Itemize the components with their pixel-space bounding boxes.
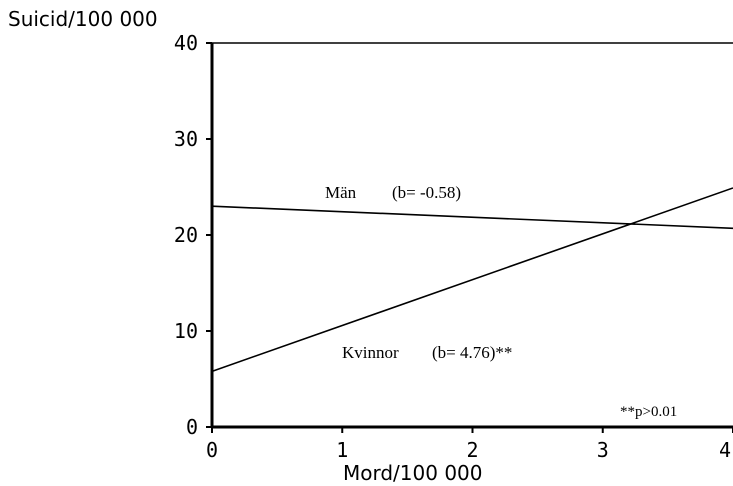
- series-label-man: Män (b= -0.58): [325, 183, 461, 202]
- x-tick-label: 4: [719, 438, 731, 462]
- significance-note: **p>0.01: [620, 404, 677, 420]
- y-tick-label: 40: [174, 31, 198, 55]
- series-line-man: [211, 205, 733, 230]
- x-tick-label: 1: [336, 438, 348, 462]
- y-axis-title: Suicid/100 000: [8, 7, 158, 31]
- x-axis-ticks: 0 1 2 3 4: [206, 427, 733, 462]
- series-slope-kvinnor: (b= 4.76)**: [432, 343, 512, 362]
- y-tick-label: 20: [174, 223, 198, 247]
- series-slope-man: (b= -0.58): [392, 183, 461, 202]
- series-name-kvinnor: Kvinnor: [342, 343, 399, 362]
- x-tick-label: 0: [206, 438, 218, 462]
- x-axis-title: Mord/100 000: [343, 461, 483, 485]
- regression-lines: [211, 187, 733, 373]
- series-line-kvinnor: [211, 187, 733, 373]
- y-tick-label: 30: [174, 127, 198, 151]
- series-label-kvinnor: Kvinnor (b= 4.76)**: [342, 343, 512, 362]
- plot-axes: [210, 42, 733, 429]
- x-tick-label: 3: [597, 438, 609, 462]
- y-axis-ticks: 0 10 20 30 40: [174, 31, 212, 439]
- x-tick-label: 2: [466, 438, 478, 462]
- y-tick-label: 10: [174, 319, 198, 343]
- series-name-man: Män: [325, 183, 357, 202]
- y-tick-label: 0: [186, 415, 198, 439]
